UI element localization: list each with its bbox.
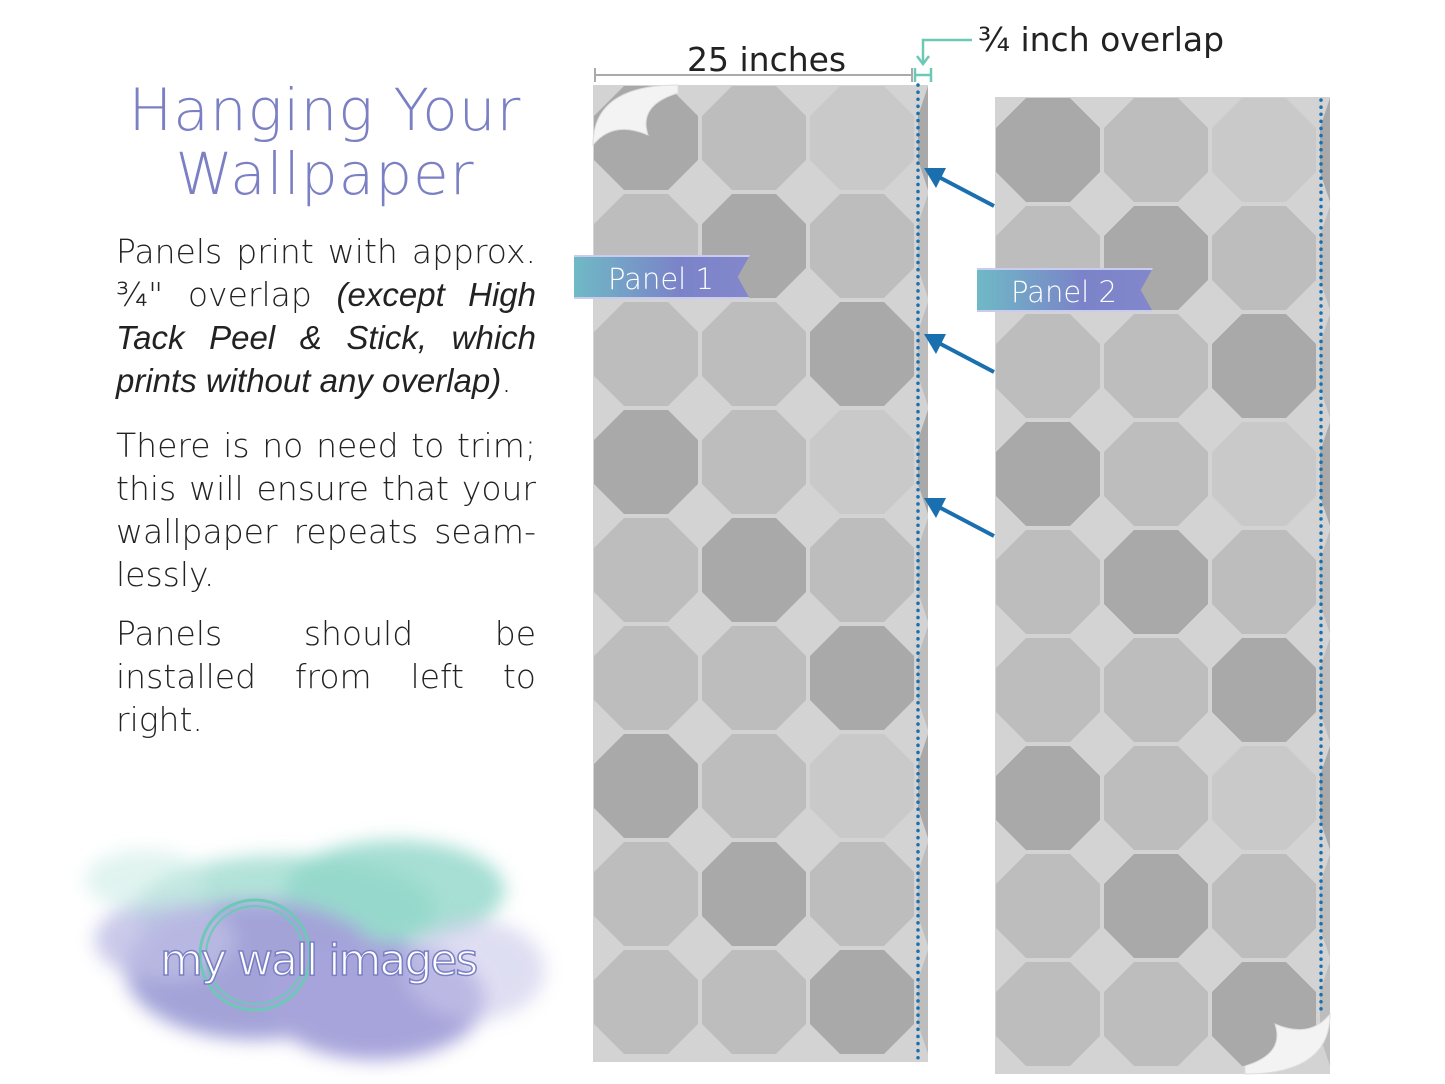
arrow-icon (924, 498, 995, 538)
arrow-icon (924, 334, 995, 374)
octagon-tile (810, 842, 914, 946)
octagon-tile (1320, 530, 1330, 634)
octagon-tile (1104, 746, 1208, 850)
octagon-tile (594, 626, 698, 730)
octagon-tile (702, 86, 806, 190)
octagon-tile (996, 746, 1100, 850)
install-order-paragraph: Panels should be installed from left to … (116, 614, 536, 739)
octagon-tile (1212, 746, 1316, 850)
title-line-1: Hanging Your (128, 76, 522, 144)
octagon-tile (594, 518, 698, 622)
octagon-tile (810, 950, 914, 1054)
octagon-tile (702, 302, 806, 406)
page-curl (592, 84, 679, 147)
octagon-tile (810, 410, 914, 514)
panel-2 (995, 97, 1330, 1074)
octagon-tile (594, 302, 698, 406)
octagon-tile (918, 842, 928, 946)
octagon-tile (918, 302, 928, 406)
octagon-tile (1320, 98, 1330, 202)
octagon-tile (1104, 422, 1208, 526)
page-title: Hanging Your Wallpaper (100, 78, 550, 206)
octagon-tile (702, 626, 806, 730)
octagon-tile (594, 950, 698, 1054)
octagon-tile (594, 842, 698, 946)
octagon-tile (594, 410, 698, 514)
octagon-tile (996, 638, 1100, 742)
octagon-tile (1104, 854, 1208, 958)
octagon-tile (918, 410, 928, 514)
overlap-label: ¾ inch overlap (978, 20, 1225, 59)
octagon-tile (702, 734, 806, 838)
octagon-tile (1104, 962, 1208, 1066)
overlap-end: . (501, 361, 512, 400)
octagon-tile (810, 194, 914, 298)
octagon-tile (702, 410, 806, 514)
octagon-tile (1212, 422, 1316, 526)
octagon-tile (1212, 638, 1316, 742)
octagon-tile (1104, 314, 1208, 418)
octagon-tile (996, 530, 1100, 634)
octagon-tile (918, 518, 928, 622)
alignment-arrows (924, 168, 995, 538)
octagon-tile (810, 86, 914, 190)
octagon-tile (810, 518, 914, 622)
octagon-tile (996, 98, 1100, 202)
octagon-tile (810, 302, 914, 406)
trim-paragraph: There is no need to trim; this will ensu… (116, 426, 536, 594)
octagon-tile (918, 86, 928, 190)
overlap-paragraph: Panels print with approx. ¾" overlap (ex… (116, 230, 536, 402)
octagon-tile (1320, 854, 1330, 958)
width-label: 25 inches (687, 40, 847, 79)
octagon-tile (810, 734, 914, 838)
octagon-tile (594, 734, 698, 838)
octagon-tile (1212, 854, 1316, 958)
panel-1-label: Panel 1 (574, 255, 750, 299)
octagon-tile (1104, 638, 1208, 742)
octagon-tile (1104, 98, 1208, 202)
octagon-tile (702, 950, 806, 1054)
octagon-tile (996, 962, 1100, 1066)
width-dimension (594, 68, 913, 82)
octagon-tile (810, 626, 914, 730)
panel-2-label: Panel 2 (977, 268, 1153, 312)
overlap-exception-text: (except High Tack Peel & Stick, which pr… (116, 276, 536, 399)
octagon-tile (1104, 530, 1208, 634)
octagon-tile (918, 194, 928, 298)
octagon-tile (1212, 98, 1316, 202)
octagon-tile (918, 734, 928, 838)
octagon-tile (918, 626, 928, 730)
octagon-tile (702, 842, 806, 946)
page-curl (1244, 1012, 1331, 1075)
panel-1 (593, 85, 928, 1062)
octagon-tile (1212, 206, 1316, 310)
arrow-icon (924, 168, 995, 208)
brand-logo: my wall images (159, 934, 479, 987)
overlap-text: Panels print with approx. ¾" overlap (116, 232, 536, 314)
octagon-tile (1320, 638, 1330, 742)
overlap-callout (913, 38, 972, 82)
octagon-tile (996, 422, 1100, 526)
octagon-tile (918, 950, 928, 1054)
octagon-tile (996, 314, 1100, 418)
watercolor-splash (85, 840, 545, 1060)
octagon-tile (1212, 530, 1316, 634)
title-line-2: Wallpaper (175, 140, 475, 208)
octagon-tile (702, 518, 806, 622)
octagon-tile (996, 854, 1100, 958)
octagon-tile (1212, 314, 1316, 418)
